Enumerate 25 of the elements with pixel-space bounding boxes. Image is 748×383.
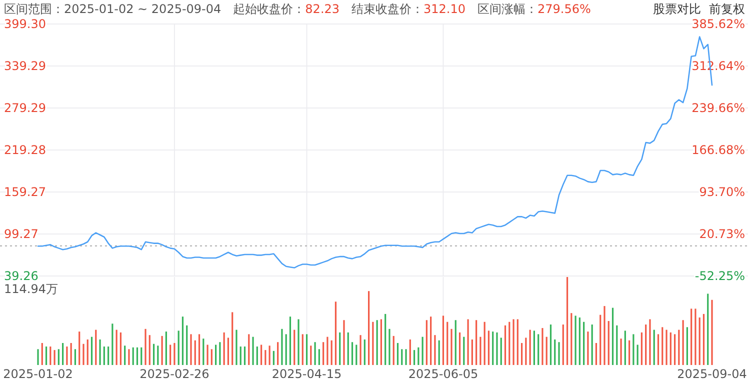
y-tick-label: 159.27 bbox=[4, 185, 46, 199]
y2-tick-label: -52.25% bbox=[694, 269, 745, 283]
y-tick-label: 339.29 bbox=[4, 59, 46, 73]
y2-tick-label: 93.70% bbox=[699, 185, 745, 200]
chart-title: 区间范围：2025-01-02 ~ 2025-09-04 bbox=[4, 2, 222, 16]
y2-tick-label: 239.66% bbox=[692, 101, 745, 115]
y-tick-label: 219.28 bbox=[4, 143, 46, 157]
y2-tick-label: 20.73% bbox=[699, 227, 745, 241]
text: 股票对比 bbox=[653, 2, 701, 16]
text: 结束收盘价：312.10 bbox=[352, 2, 466, 16]
y-tick-label: 39.26 bbox=[4, 269, 38, 283]
x-tick-label: 2025-06-05 bbox=[408, 367, 478, 381]
text: 区间涨幅：279.56% bbox=[478, 2, 591, 16]
annotation: 114.94万 bbox=[4, 282, 58, 296]
y-tick-label: 279.29 bbox=[4, 101, 46, 115]
text: 起始收盘价：82.23 bbox=[233, 2, 340, 16]
x-tick-label: 2025-04-15 bbox=[272, 367, 342, 381]
x-tick-label: 2025-01-02 bbox=[3, 367, 73, 381]
text: 前复权 bbox=[709, 2, 745, 16]
x-tick-label: 2025-09-04 bbox=[677, 367, 747, 381]
y-tick-label: 399.30 bbox=[4, 17, 46, 31]
y2-tick-label: 385.62% bbox=[692, 17, 745, 31]
x-tick-label: 2025-02-26 bbox=[140, 367, 210, 381]
y2-tick-label: 166.68% bbox=[692, 143, 745, 158]
y-tick-label: 99.27 bbox=[4, 227, 38, 241]
